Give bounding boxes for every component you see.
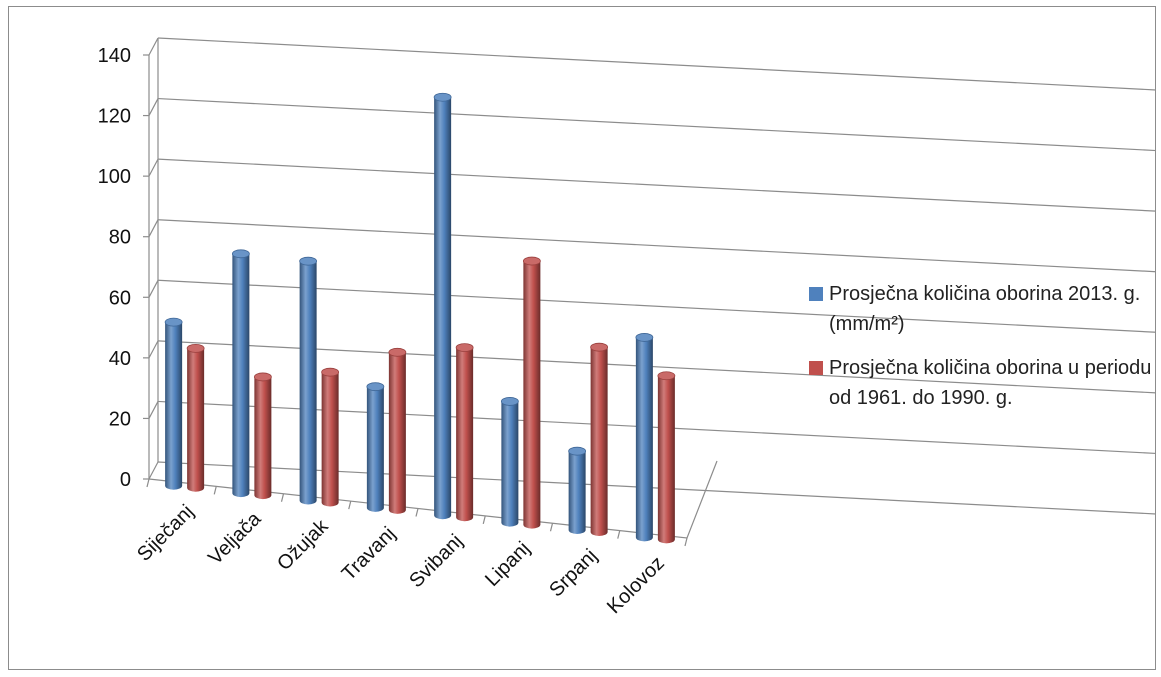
xtick-mark-3 — [348, 500, 352, 510]
bar-2013-6 — [568, 446, 587, 534]
ytick-label-40: 40 — [109, 348, 131, 370]
legend-label-1961-1990: Prosječna količina oborina u periodu od … — [829, 357, 1152, 409]
bar-top — [657, 371, 676, 381]
ytick-label-20: 20 — [109, 408, 131, 430]
xtick-mark-5 — [482, 515, 486, 525]
legend-swatch-2013 — [809, 287, 823, 301]
ytick-label-120: 120 — [98, 106, 131, 128]
bar-top — [590, 342, 609, 352]
xtick-mark-2 — [280, 493, 285, 502]
bar-1961-1990-6 — [590, 342, 609, 536]
ytick-label-0: 0 — [120, 469, 131, 491]
gridline-side-20 — [148, 401, 159, 419]
xtick-label-0: Siječanj — [133, 501, 198, 566]
bar-body — [657, 375, 675, 544]
bar-top — [388, 347, 407, 357]
chart-frame: 0 20 40 60 80 100 120 140 Siječanj Veljača Ožujak T… — [8, 6, 1159, 670]
bar-top — [231, 249, 250, 259]
bar-top — [321, 367, 340, 377]
bar-top — [433, 92, 452, 102]
gridline-side-0 — [148, 461, 159, 480]
gridline-back-140 — [157, 37, 1157, 91]
bar-1961-1990-2 — [321, 367, 340, 507]
bar-top — [455, 343, 474, 352]
bar-2013-7 — [635, 333, 654, 542]
bar-2013-0 — [164, 317, 183, 490]
legend: Prosječna količina oborina 2013. g. (mm/… — [809, 279, 1159, 427]
bar-top — [253, 372, 272, 382]
gridline-side-120 — [148, 98, 159, 116]
chart-plot: 0 20 40 60 80 100 120 140 Siječanj Veljača Ožujak T… — [98, 37, 1157, 618]
bar-body — [434, 97, 452, 520]
xtick-label-4: Svibanj — [405, 530, 467, 592]
bar-body — [232, 253, 250, 498]
bar-1961-1990-7 — [657, 371, 676, 544]
ytick-label-80: 80 — [109, 227, 131, 249]
bar-2013-4 — [433, 92, 452, 520]
bar-body — [165, 322, 183, 490]
bar-1961-1990-5 — [522, 256, 541, 529]
gridline-back-120 — [157, 97, 1157, 152]
gridline-back-60 — [157, 279, 1157, 333]
bar-body — [590, 347, 608, 536]
xtick-label-7: Kolovoz — [603, 552, 669, 618]
bar-body — [187, 348, 205, 492]
bar-body — [456, 347, 474, 522]
bar-body — [254, 376, 272, 500]
xtick-mark-1 — [213, 486, 217, 495]
gridline-side-100 — [148, 158, 159, 177]
bar-body — [501, 401, 519, 527]
xtick-label-2: Ožujak — [273, 515, 333, 575]
legend-item-2013: Prosječna količina oborina 2013. g. (mm/… — [809, 279, 1159, 339]
xtick-mark-6 — [549, 523, 554, 532]
xtick-label-3: Travanj — [338, 523, 400, 585]
xtick-label-6: Srpanj — [545, 545, 601, 601]
bar-top — [635, 333, 654, 342]
xtick-mark-7 — [617, 530, 621, 539]
bar-body — [523, 261, 541, 529]
legend-item-1961-1990: Prosječna količina oborina u periodu od … — [809, 353, 1159, 413]
gridline-back-40 — [157, 340, 1157, 394]
ytick-label-100: 100 — [98, 166, 131, 188]
ytick-label-60: 60 — [109, 287, 131, 309]
legend-label-2013: Prosječna količina oborina 2013. g. (mm/… — [829, 283, 1141, 335]
legend-swatch-1961-1990 — [809, 361, 823, 375]
bar-1961-1990-3 — [388, 347, 407, 514]
bar-top — [186, 343, 205, 353]
bar-body — [299, 261, 317, 505]
bar-2013-5 — [500, 397, 519, 527]
gridline-side-40 — [148, 340, 159, 359]
xtick-mark-8 — [684, 537, 688, 547]
bar-top — [299, 256, 318, 266]
bar-body — [321, 372, 339, 507]
bar-top — [500, 397, 519, 406]
gridline-back-100 — [157, 158, 1157, 212]
gridline-back-80 — [157, 219, 1157, 273]
xtick-label-1: Veljača — [204, 507, 266, 569]
bar-body — [388, 352, 406, 514]
bar-1961-1990-4 — [455, 343, 474, 522]
bar-1961-1990-0 — [186, 343, 205, 492]
xtick-mark-0 — [146, 478, 150, 488]
bar-body — [635, 337, 653, 542]
bar-body — [366, 386, 384, 512]
bar-top — [366, 382, 385, 392]
bar-2013-1 — [231, 249, 250, 498]
xtick-label-5: Lipanj — [481, 538, 534, 591]
xtick-mark-4 — [415, 508, 419, 517]
bar-2013-3 — [366, 382, 385, 512]
gridline-side-60 — [148, 280, 159, 298]
ytick-label-140: 140 — [98, 45, 131, 67]
bar-top — [522, 256, 541, 266]
bar-top — [568, 446, 587, 456]
bar-1961-1990-1 — [253, 372, 272, 500]
bar-2013-2 — [299, 256, 318, 505]
gridline-side-140 — [148, 37, 159, 56]
bar-body — [568, 451, 586, 534]
bar-top — [164, 317, 183, 327]
gridline-side-80 — [148, 219, 159, 237]
